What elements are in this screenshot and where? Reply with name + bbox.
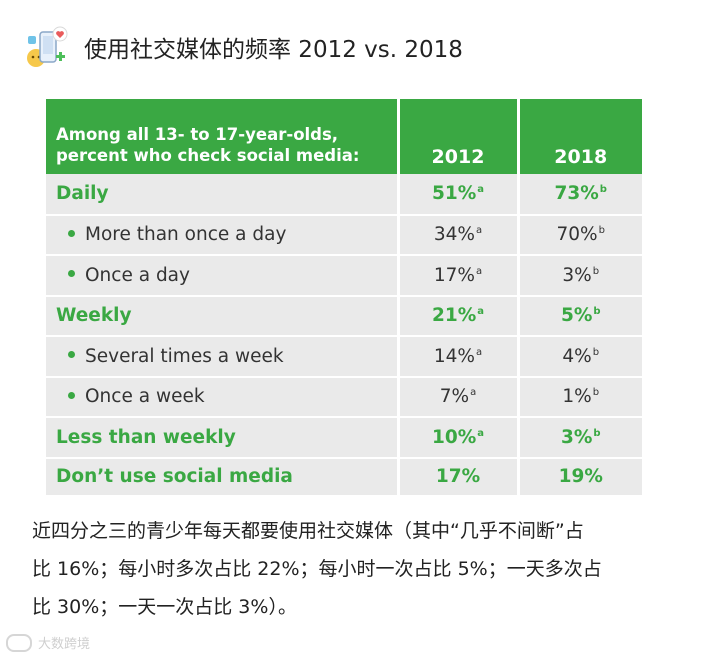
superscript: b: [598, 225, 605, 237]
table-row-daily: Daily 51%a 73%b: [46, 174, 642, 216]
table-row-dont-use-social-media: Don’t use social media 17% 19%: [46, 457, 642, 497]
row-label: Weekly: [46, 295, 400, 337]
row-label: Several times a week: [85, 345, 284, 367]
superscript: b: [593, 427, 601, 439]
table-row-less-than-weekly: Less than weekly 10%a 3%b: [46, 417, 642, 459]
superscript: b: [592, 265, 600, 277]
caption-line1: 近四分之三的青少年每天都要使用社交媒体（其中“几乎不间断”占: [32, 520, 584, 542]
table-row-once-a-week: Once a week 7%a 1%b: [46, 376, 642, 418]
header-2012: 2012: [398, 99, 520, 174]
superscript: b: [592, 346, 600, 358]
value-2012: 17%: [435, 466, 481, 487]
row-label: Less than weekly: [46, 417, 400, 459]
social-media-phone-icon: [22, 22, 70, 72]
value-2012: 17%: [433, 264, 475, 286]
bullet-icon: [68, 270, 75, 278]
table-row-once-a-day: Once a day 17%a 3%b: [46, 255, 642, 297]
superscript: a: [477, 427, 485, 439]
value-2018: 1%: [562, 386, 592, 408]
bullet-icon: [68, 229, 75, 237]
value-2018: 5%: [560, 305, 593, 327]
superscript: a: [475, 225, 483, 237]
watermark-logo-icon: [6, 633, 32, 652]
watermark: 大数跨境: [6, 633, 90, 652]
superscript: b: [592, 387, 600, 399]
superscript: a: [470, 387, 477, 399]
value-2012: 21%: [431, 305, 477, 327]
row-label: Daily: [46, 174, 400, 216]
header-label: Among all 13- to 17-year-olds, percent w…: [46, 99, 400, 174]
table-header-row: Among all 13- to 17-year-olds, percent w…: [46, 99, 642, 174]
table-row-several-times-a-week: Several times a week 14%a 4%b: [46, 336, 642, 378]
value-2018: 70%: [556, 224, 598, 246]
row-label: Once a week: [85, 386, 205, 408]
value-2012: 34%: [433, 224, 475, 246]
value-2018: 3%: [562, 264, 592, 286]
superscript: a: [477, 306, 485, 318]
value-2012: 7%: [439, 386, 470, 408]
header-label-line2: percent who check social media:: [56, 146, 360, 165]
table-row-weekly: Weekly 21%a 5%b: [46, 295, 642, 337]
value-2012: 10%: [431, 426, 477, 448]
watermark-text: 大数跨境: [38, 637, 91, 652]
superscript: a: [475, 265, 483, 277]
caption-line2: 比 16%；每小时多次占比 22%；每小时一次占比 5%；一天多次占: [32, 558, 602, 580]
caption-text: 近四分之三的青少年每天都要使用社交媒体（其中“几乎不间断”占 比 16%；每小时…: [32, 512, 692, 626]
value-2018: 73%: [554, 183, 599, 205]
value-2018: 3%: [560, 426, 593, 448]
superscript: b: [599, 184, 607, 196]
row-label: More than once a day: [85, 224, 287, 246]
bullet-icon: [68, 351, 75, 359]
superscript: a: [477, 184, 485, 196]
header: 使用社交媒体的频率 2012 vs. 2018: [22, 22, 463, 72]
table-row-more-than-once-a-day: More than once a day 34%a 70%b: [46, 214, 642, 256]
bullet-icon: [68, 391, 75, 399]
header-label-line1: Among all 13- to 17-year-olds,: [56, 125, 339, 144]
value-2012: 51%: [431, 183, 477, 205]
row-label: Once a day: [85, 264, 190, 286]
value-2012: 14%: [433, 345, 475, 367]
value-2018: 19%: [558, 466, 603, 487]
caption-line3: 比 30%；一天一次占比 3%）。: [32, 596, 297, 618]
value-2018: 4%: [562, 345, 592, 367]
superscript: b: [593, 306, 601, 318]
row-label: Don’t use social media: [46, 457, 400, 497]
page-title: 使用社交媒体的频率 2012 vs. 2018: [84, 37, 463, 63]
social-media-frequency-table: Among all 13- to 17-year-olds, percent w…: [46, 99, 642, 497]
superscript: a: [475, 346, 483, 358]
header-2018: 2018: [518, 99, 642, 174]
